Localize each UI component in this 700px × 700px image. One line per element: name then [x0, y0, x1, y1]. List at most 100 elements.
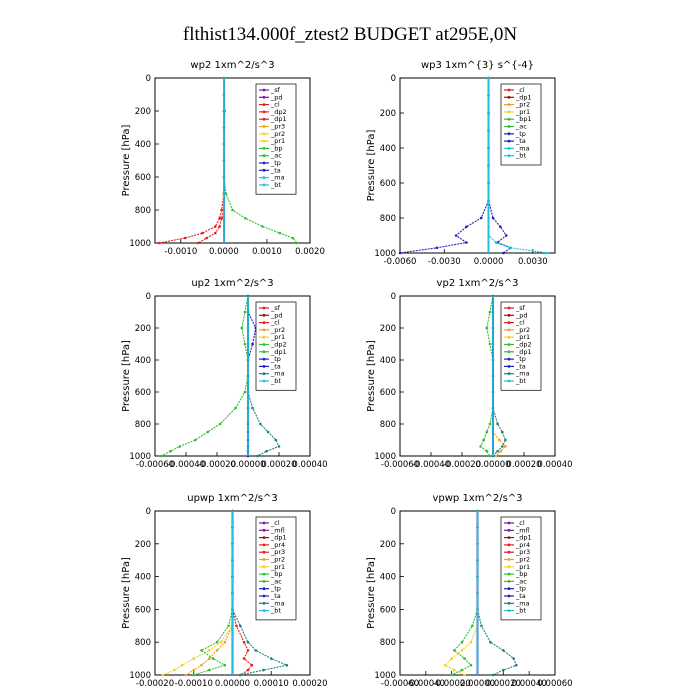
- legend-label: _ta: [515, 592, 526, 600]
- legend-label: _tp: [515, 355, 526, 363]
- legend-label: _ma: [515, 144, 530, 152]
- series-line-bp: [193, 511, 234, 676]
- series-point: [211, 657, 215, 660]
- series-point: [460, 668, 464, 672]
- series-group: [159, 294, 281, 458]
- x-tick-label: -0.00020: [433, 679, 471, 689]
- legend-label: _sf: [515, 304, 526, 312]
- series-point: [502, 668, 505, 672]
- series-point: [246, 640, 250, 644]
- legend-marker: [507, 335, 511, 339]
- legend-label: _sf: [270, 304, 281, 312]
- series-point: [243, 390, 247, 394]
- legend-marker: [507, 543, 511, 547]
- series-point: [240, 326, 244, 330]
- series-point: [460, 649, 464, 652]
- y-tick-label: 1000: [129, 671, 151, 681]
- x-tick-label: -0.00040: [407, 679, 445, 689]
- y-axis-label: Pressure [hPa]: [121, 340, 132, 412]
- series-line-dp2: [159, 78, 225, 244]
- y-tick-label: 800: [380, 420, 396, 430]
- series-point: [488, 342, 492, 346]
- y-tick-label: 600: [135, 388, 151, 398]
- legend-label: _bp: [270, 570, 283, 578]
- legend: _sf_pd_cl_pr2_pr1_dp2_dp1_tp_ta_ma_bt: [255, 301, 297, 391]
- series-point: [450, 657, 454, 660]
- series-point: [192, 673, 196, 677]
- y-tick-label: 400: [380, 144, 396, 154]
- legend-marker: [262, 88, 266, 92]
- legend-label: _pd: [270, 93, 283, 101]
- series-point: [251, 342, 254, 346]
- series-point: [180, 663, 184, 667]
- series-point: [158, 241, 161, 245]
- series-point: [205, 236, 208, 240]
- series-point: [485, 430, 489, 434]
- legend-marker: [262, 379, 266, 383]
- series-point: [219, 640, 223, 644]
- series-point: [485, 326, 489, 330]
- series-point: [224, 192, 228, 195]
- legend-marker: [262, 125, 266, 128]
- y-tick-label: 800: [135, 638, 151, 648]
- series-group: [479, 294, 507, 458]
- legend-label: _pr3: [270, 548, 285, 556]
- legend-marker: [262, 594, 266, 598]
- legend-marker: [262, 183, 266, 187]
- y-axis-label: Pressure [hPa]: [121, 125, 132, 197]
- series-point: [491, 216, 495, 220]
- legend-marker: [262, 154, 266, 158]
- legend-marker: [262, 565, 266, 569]
- legend-marker: [507, 565, 511, 569]
- series-point: [251, 406, 254, 410]
- y-tick-label: 600: [135, 173, 151, 183]
- series-point: [192, 668, 196, 672]
- x-tick-label: -0.0030: [428, 257, 461, 267]
- series-line-tp: [399, 78, 490, 254]
- x-tick-label: 0.00000: [475, 460, 510, 470]
- y-tick-label: 0: [391, 507, 396, 517]
- series-point: [255, 454, 259, 458]
- chart-panel-2: wp3 1xm^{3} s^{-4} Pressure [hPa] 0 200 400 6…: [366, 60, 556, 267]
- series-point: [479, 216, 483, 220]
- series-point: [184, 673, 188, 677]
- legend-label: _pr1: [515, 333, 530, 341]
- legend-label: _ta: [270, 362, 281, 370]
- series-point: [235, 624, 238, 628]
- panel-title: wp3 1xm^{3} s^{-4}: [421, 60, 534, 71]
- legend-marker: [507, 550, 511, 554]
- legend: _cl_mfl_dp1_pr4_pr3_pr2_pr1_bp_ac_tp_ta_…: [500, 516, 542, 621]
- legend-label: _cl: [515, 519, 525, 527]
- legend-marker: [507, 572, 511, 576]
- legend-box: [255, 83, 297, 195]
- series-point: [488, 454, 492, 458]
- series-line-bp: [223, 78, 298, 244]
- y-tick-label: 200: [135, 540, 151, 550]
- y-tick-label: 400: [135, 573, 151, 583]
- legend-marker: [507, 521, 511, 525]
- legend-label: _tp: [270, 159, 281, 167]
- series-point: [278, 231, 282, 235]
- series-point: [504, 445, 507, 448]
- legend-marker: [262, 132, 266, 136]
- series-point: [453, 649, 456, 652]
- legend: _cl_dp1_pr2_pr1_bp1_ac_tp_ta_ma_bt: [500, 83, 542, 166]
- x-tick-label: -0.00060: [381, 679, 419, 689]
- legend-label: _bt: [515, 377, 526, 385]
- legend-label: _ma: [515, 370, 530, 378]
- x-tick-label: 0.00040: [292, 460, 327, 470]
- y-tick-label: 200: [380, 540, 396, 550]
- x-tick-label: 0.0000: [474, 257, 504, 267]
- series-point: [469, 640, 473, 644]
- legend-marker: [507, 536, 511, 539]
- legend-marker: [507, 95, 511, 99]
- series-point: [178, 445, 182, 448]
- series-point: [262, 668, 265, 672]
- series-point: [254, 649, 258, 652]
- legend-label: _ac: [515, 123, 527, 131]
- legend-label: _dp2: [270, 108, 287, 116]
- legend-label: _pr1: [270, 137, 285, 145]
- y-axis-label: Pressure [hPa]: [121, 557, 132, 629]
- x-tick-label: -0.0010: [164, 247, 197, 257]
- legend-marker: [262, 543, 266, 547]
